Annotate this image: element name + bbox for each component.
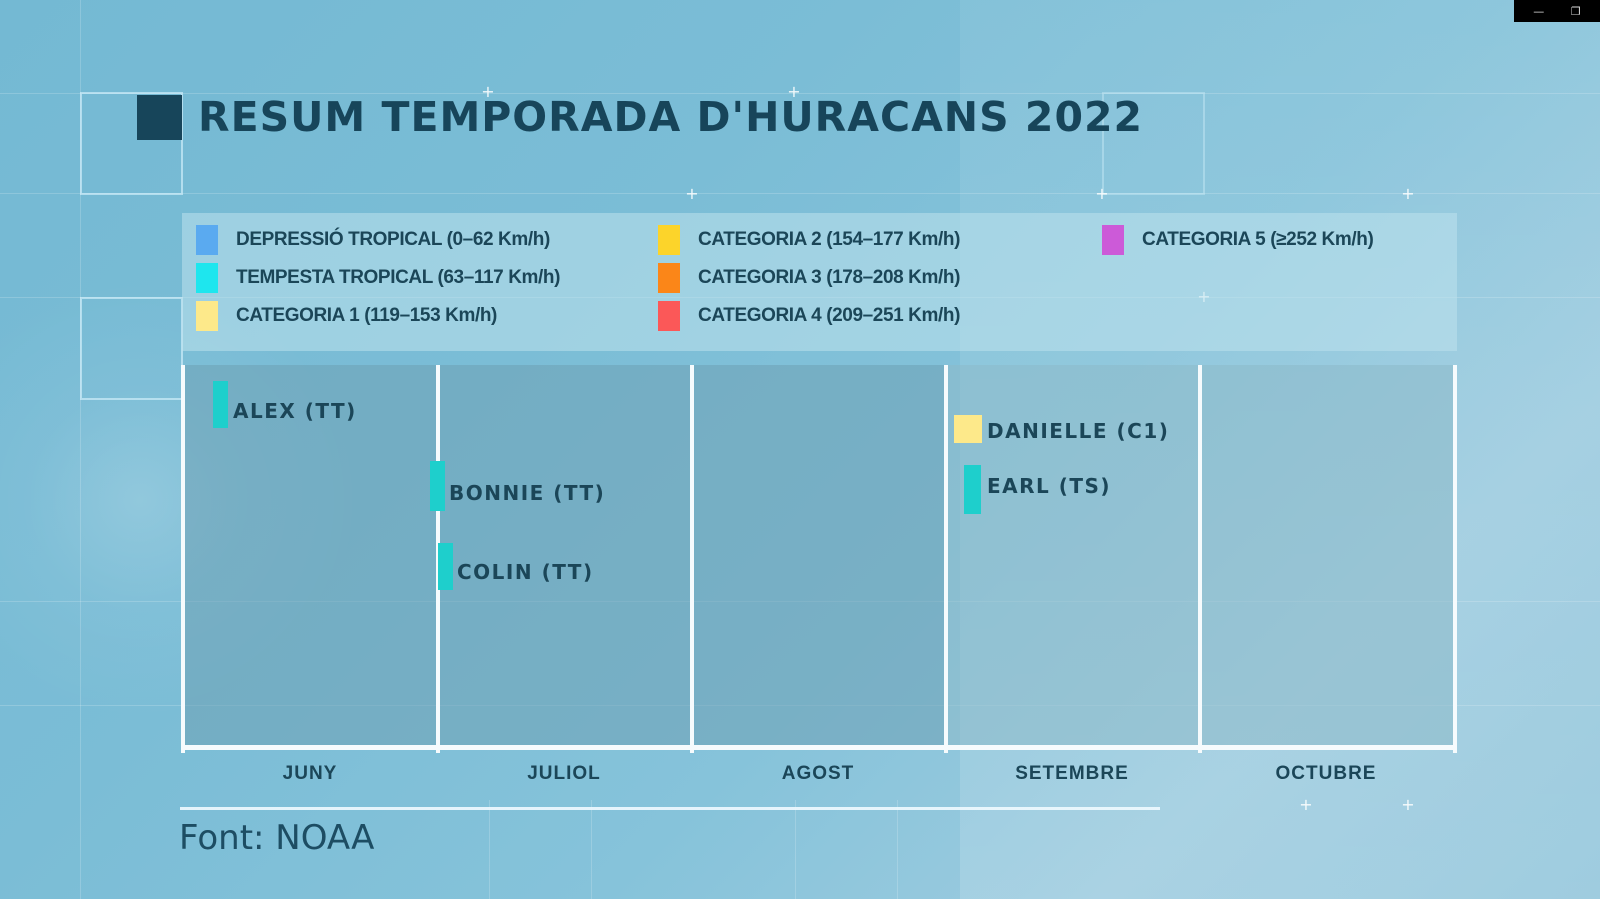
- legend-item-categoria-3: CATEGORIA 3 (178–208 Km/h): [658, 263, 960, 293]
- title-square-icon: [137, 94, 182, 140]
- storm-bar-bonnie: [430, 461, 445, 511]
- restore-icon[interactable]: ❐: [1570, 4, 1581, 18]
- legend-label: DEPRESSIÓ TROPICAL (0–62 Km/h): [236, 229, 550, 250]
- legend-swatch: [196, 301, 218, 331]
- legend-label: TEMPESTA TROPICAL (63–117 Km/h): [236, 267, 561, 288]
- storm-bar-danielle: [954, 415, 982, 443]
- legend-label: CATEGORIA 3 (178–208 Km/h): [698, 267, 961, 288]
- grid-line: [795, 800, 796, 899]
- plus-mark: +: [787, 82, 801, 101]
- plus-mark: +: [685, 184, 699, 203]
- legend-item-categoria-5: CATEGORIA 5 (≥252 Km/h): [1102, 225, 1374, 255]
- legend-label: CATEGORIA 5 (≥252 Km/h): [1142, 229, 1374, 250]
- legend-swatch: [658, 263, 680, 293]
- month-column-agost: [691, 365, 945, 747]
- grid-line: [489, 800, 490, 899]
- plus-mark: +: [1299, 795, 1313, 814]
- plus-mark: +: [481, 82, 495, 101]
- month-column-juliol: [437, 365, 691, 747]
- grid-line: [897, 800, 898, 899]
- month-divider: [1453, 365, 1457, 753]
- decor-frame: [80, 92, 183, 195]
- legend-label: CATEGORIA 4 (209–251 Km/h): [698, 305, 961, 326]
- month-label-octubre: OCTUBRE: [1275, 763, 1377, 784]
- legend-swatch: [196, 263, 218, 293]
- decor-frame: [80, 297, 183, 400]
- month-column-juny: [183, 365, 437, 747]
- month-column-setembre: [945, 365, 1199, 747]
- legend-swatch: [658, 301, 680, 331]
- month-divider: [690, 365, 694, 753]
- storm-label-bonnie: BONNIE (TT): [449, 481, 606, 505]
- legend-swatch: [658, 225, 680, 255]
- legend-item-categoria-2: CATEGORIA 2 (154–177 Km/h): [658, 225, 960, 255]
- page-title: RESUM TEMPORADA D'HURACANS 2022: [198, 93, 1144, 141]
- legend-item-categoria-1: CATEGORIA 1 (119–153 Km/h): [196, 301, 497, 331]
- storm-label-alex: ALEX (TT): [233, 399, 357, 423]
- storm-bar-alex: [213, 381, 228, 428]
- storm-bar-colin: [438, 543, 453, 590]
- chart-legend: DEPRESSIÓ TROPICAL (0–62 Km/h) TEMPESTA …: [182, 213, 1457, 351]
- storm-label-danielle: DANIELLE (C1): [987, 419, 1170, 443]
- timeline-chart: JUNY JULIOL AGOST SETEMBRE OCTUBRE ALEX …: [181, 365, 1457, 784]
- decor-frame: [1102, 92, 1205, 195]
- month-label-juny: JUNY: [282, 763, 338, 784]
- storm-label-colin: COLIN (TT): [457, 560, 594, 584]
- month-divider: [181, 365, 185, 753]
- month-divider: [1198, 365, 1202, 753]
- source-credit: Font: NOAA: [179, 818, 375, 858]
- legend-swatch: [1102, 225, 1124, 255]
- grid-line: [0, 193, 1600, 194]
- legend-swatch: [196, 225, 218, 255]
- window-controls: — ❐: [1514, 0, 1600, 22]
- plus-mark: +: [1401, 184, 1415, 203]
- grid-line: [80, 0, 81, 899]
- month-label-juliol: JULIOL: [527, 763, 601, 784]
- plus-mark: +: [1095, 184, 1109, 203]
- legend-item-depressio-tropical: DEPRESSIÓ TROPICAL (0–62 Km/h): [196, 225, 550, 255]
- legend-label: CATEGORIA 1 (119–153 Km/h): [236, 305, 497, 326]
- legend-label: CATEGORIA 2 (154–177 Km/h): [698, 229, 961, 250]
- source-divider: [180, 807, 1160, 810]
- legend-item-categoria-4: CATEGORIA 4 (209–251 Km/h): [658, 301, 960, 331]
- plus-mark: +: [1401, 795, 1415, 814]
- minimize-icon[interactable]: —: [1533, 4, 1545, 18]
- month-label-setembre: SETEMBRE: [1015, 763, 1129, 784]
- storm-bar-earl: [964, 465, 981, 514]
- storm-label-earl: EARL (TS): [987, 474, 1112, 498]
- grid-line: [591, 800, 592, 899]
- x-axis-line: [183, 745, 1456, 750]
- page-header: RESUM TEMPORADA D'HURACANS 2022: [137, 93, 1143, 141]
- grid-line: [0, 93, 1600, 94]
- month-label-agost: AGOST: [781, 763, 855, 784]
- month-divider: [944, 365, 948, 753]
- month-column-octubre: [1199, 365, 1456, 747]
- legend-item-tempesta-tropical: TEMPESTA TROPICAL (63–117 Km/h): [196, 263, 560, 293]
